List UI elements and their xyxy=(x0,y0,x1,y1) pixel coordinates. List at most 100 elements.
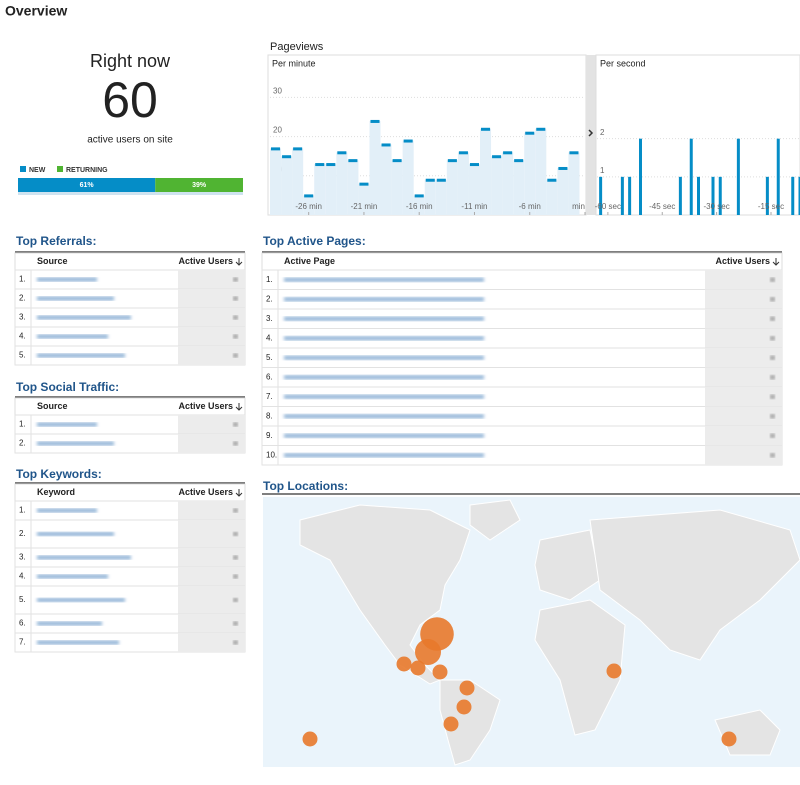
blurred-value xyxy=(233,442,238,446)
blurred-value xyxy=(770,336,775,340)
column-header[interactable]: Active Users xyxy=(178,256,233,266)
bar xyxy=(546,180,557,215)
y-tick-label: 2 xyxy=(600,128,605,137)
rank: 7. xyxy=(19,638,26,647)
location-bubble[interactable] xyxy=(397,657,412,672)
blurred-link[interactable] xyxy=(284,278,484,282)
blurred-link[interactable] xyxy=(284,434,484,438)
blurred-value xyxy=(233,509,238,513)
blurred-link[interactable] xyxy=(37,556,131,560)
column-header[interactable]: Source xyxy=(37,401,68,411)
bar-top xyxy=(415,194,424,197)
bar-top xyxy=(382,143,391,146)
blurred-link[interactable] xyxy=(284,317,484,321)
blurred-link[interactable] xyxy=(37,509,97,513)
bar-top xyxy=(282,155,291,158)
blurred-value xyxy=(770,317,775,321)
column-header[interactable]: Active Users xyxy=(178,401,233,411)
blurred-value xyxy=(233,598,238,602)
x-tick-label: -11 min xyxy=(461,202,487,211)
bar-top xyxy=(569,151,578,154)
rank: 8. xyxy=(266,411,273,420)
blurred-link[interactable] xyxy=(37,278,97,282)
blurred-link[interactable] xyxy=(284,395,484,399)
rank: 2. xyxy=(266,294,273,303)
legend-label: RETURNING xyxy=(66,167,108,174)
blurred-link[interactable] xyxy=(37,598,125,602)
blurred-link[interactable] xyxy=(284,414,484,418)
bar xyxy=(697,177,700,215)
blurred-link[interactable] xyxy=(37,354,125,358)
rank: 5. xyxy=(19,595,26,604)
blurred-value xyxy=(770,395,775,399)
bar xyxy=(621,177,624,215)
bar xyxy=(336,152,347,215)
location-bubble[interactable] xyxy=(433,665,448,680)
page-title: Overview xyxy=(5,3,67,19)
location-bubble[interactable] xyxy=(607,664,622,679)
location-bubble[interactable] xyxy=(457,700,472,715)
section-title: Top Locations: xyxy=(263,479,348,493)
bar-top xyxy=(558,167,567,170)
y-tick-label: 20 xyxy=(273,126,282,135)
location-bubble[interactable] xyxy=(303,732,318,747)
blurred-link[interactable] xyxy=(37,575,108,579)
blurred-link[interactable] xyxy=(37,335,108,339)
column-header[interactable]: Source xyxy=(37,256,68,266)
blurred-value xyxy=(233,575,238,579)
active-users-count: 60 xyxy=(102,72,158,128)
rank: 4. xyxy=(266,333,273,342)
blurred-link[interactable] xyxy=(284,356,484,360)
rank: 1. xyxy=(266,275,273,284)
blurred-link[interactable] xyxy=(37,641,119,645)
column-header[interactable]: Active Page xyxy=(284,256,335,266)
bar xyxy=(737,139,740,215)
rank: 2. xyxy=(19,439,26,448)
blurred-link[interactable] xyxy=(37,442,114,446)
rank: 10. xyxy=(266,450,277,459)
location-bubble[interactable] xyxy=(411,661,426,676)
rank: 7. xyxy=(266,392,273,401)
blurred-link[interactable] xyxy=(284,453,484,457)
blurred-value xyxy=(233,641,238,645)
blurred-value xyxy=(233,278,238,282)
bar-top xyxy=(337,151,346,154)
column-header[interactable]: Keyword xyxy=(37,487,75,497)
blurred-value xyxy=(770,375,775,379)
blurred-link[interactable] xyxy=(37,297,114,301)
bar-top xyxy=(459,151,468,154)
x-tick-label: min xyxy=(572,202,585,211)
per-second-title: Per second xyxy=(600,58,646,68)
bar-top xyxy=(359,183,368,186)
blurred-link[interactable] xyxy=(37,532,114,536)
blurred-link[interactable] xyxy=(284,375,484,379)
bar xyxy=(270,148,281,215)
blurred-link[interactable] xyxy=(284,336,484,340)
y-tick-label: 30 xyxy=(273,87,282,96)
blurred-link[interactable] xyxy=(284,297,484,301)
blurred-link[interactable] xyxy=(37,423,97,427)
blurred-value xyxy=(233,556,238,560)
blurred-value xyxy=(233,297,238,301)
blurred-link[interactable] xyxy=(37,316,131,320)
breakdown-label: 61% xyxy=(80,182,95,189)
header-row xyxy=(262,253,782,270)
rank: 4. xyxy=(19,332,26,341)
x-tick-label: -60 sec xyxy=(595,202,621,211)
location-bubble[interactable] xyxy=(722,732,737,747)
bar-top xyxy=(492,155,501,158)
column-header[interactable]: Active Users xyxy=(715,256,770,266)
column-header[interactable]: Active Users xyxy=(178,487,233,497)
bar-top xyxy=(304,194,313,197)
blurred-value xyxy=(770,434,775,438)
rank: 3. xyxy=(19,313,26,322)
bar xyxy=(381,144,392,215)
legend-label: NEW xyxy=(29,167,46,174)
bar-top xyxy=(536,128,545,131)
location-bubble[interactable] xyxy=(460,681,475,696)
blurred-link[interactable] xyxy=(37,622,102,626)
x-tick-label: -30 sec xyxy=(704,202,730,211)
location-bubble[interactable] xyxy=(444,717,459,732)
blurred-value xyxy=(770,453,775,457)
